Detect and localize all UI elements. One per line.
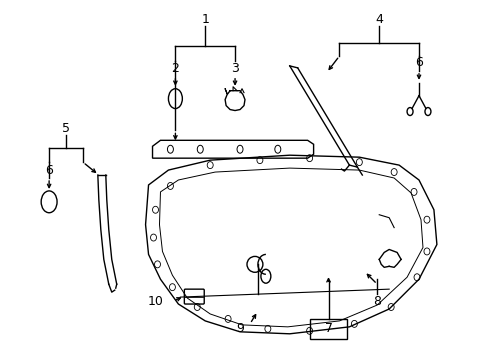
Text: 2: 2 xyxy=(171,62,179,75)
Text: 5: 5 xyxy=(62,122,70,135)
Text: 4: 4 xyxy=(374,13,383,26)
Text: 6: 6 xyxy=(414,57,422,69)
Text: 9: 9 xyxy=(236,322,244,336)
Bar xyxy=(309,319,346,339)
Text: 6: 6 xyxy=(45,163,53,176)
Text: 3: 3 xyxy=(231,62,239,75)
Text: 8: 8 xyxy=(372,294,381,307)
Text: 7: 7 xyxy=(324,322,332,336)
Text: 1: 1 xyxy=(201,13,209,26)
Text: 10: 10 xyxy=(147,294,163,307)
